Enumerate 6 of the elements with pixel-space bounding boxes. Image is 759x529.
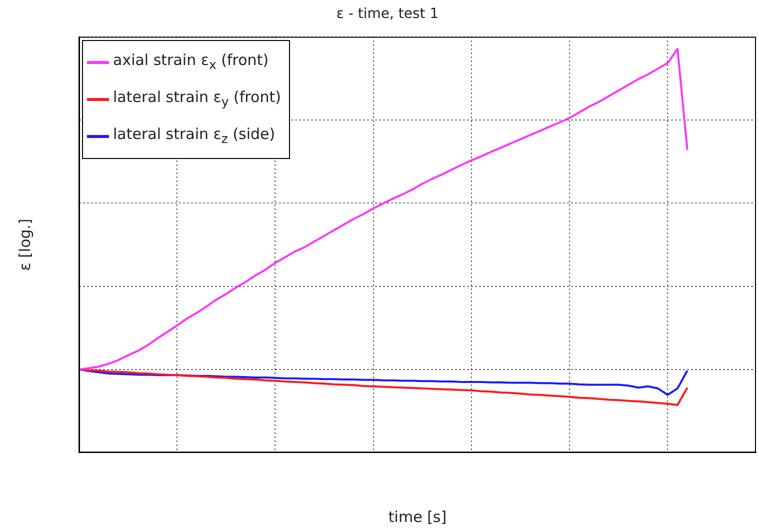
chart-title: ε - time, test 1 [336,6,439,22]
legend-label: lateral strain ε$_{z}$ (side) [113,124,276,146]
legend-label: axial strain ε$_{x}$ (front) [113,50,269,72]
y-axis-title: ε [log.] [16,218,34,271]
legend-label: lateral strain ε$_{y}$ (front) [113,88,281,109]
x-axis-title: time [s] [388,508,447,526]
